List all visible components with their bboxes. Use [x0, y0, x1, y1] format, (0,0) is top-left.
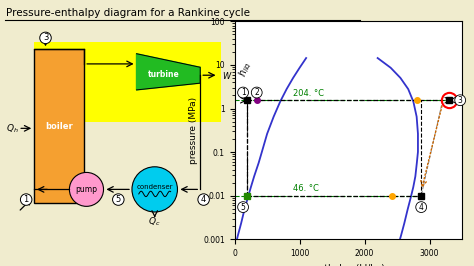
Text: turbine: turbine [148, 70, 180, 78]
Polygon shape [137, 54, 200, 90]
Text: 3: 3 [43, 34, 48, 42]
Text: $h_{liq}$: $h_{liq}$ [237, 59, 255, 79]
Text: 4: 4 [419, 203, 424, 211]
Text: 3: 3 [458, 96, 463, 105]
Y-axis label: pressure (MPa): pressure (MPa) [189, 97, 198, 164]
Text: $Q_h$: $Q_h$ [6, 122, 19, 135]
Text: 5: 5 [241, 203, 246, 211]
Bar [34, 49, 84, 203]
Text: pump: pump [75, 185, 98, 194]
Text: Pressure-enthalpy diagram for a Rankine cycle: Pressure-enthalpy diagram for a Rankine … [6, 8, 250, 18]
Bar [34, 42, 221, 122]
Circle shape [69, 172, 103, 206]
Text: 4: 4 [201, 195, 206, 204]
Text: 2: 2 [255, 88, 259, 97]
Circle shape [132, 167, 177, 212]
Text: 5: 5 [116, 195, 121, 204]
Text: 204. °C: 204. °C [293, 89, 324, 98]
Text: 46. °C: 46. °C [293, 184, 319, 193]
Text: boiler: boiler [46, 122, 73, 131]
Text: condenser: condenser [137, 184, 173, 190]
Text: $W$: $W$ [222, 70, 232, 81]
Text: 1: 1 [241, 88, 246, 97]
Text: 1: 1 [24, 195, 29, 204]
X-axis label: enthalpy (kJ/kg): enthalpy (kJ/kg) [312, 264, 384, 266]
Text: $Q_c$: $Q_c$ [148, 216, 161, 228]
